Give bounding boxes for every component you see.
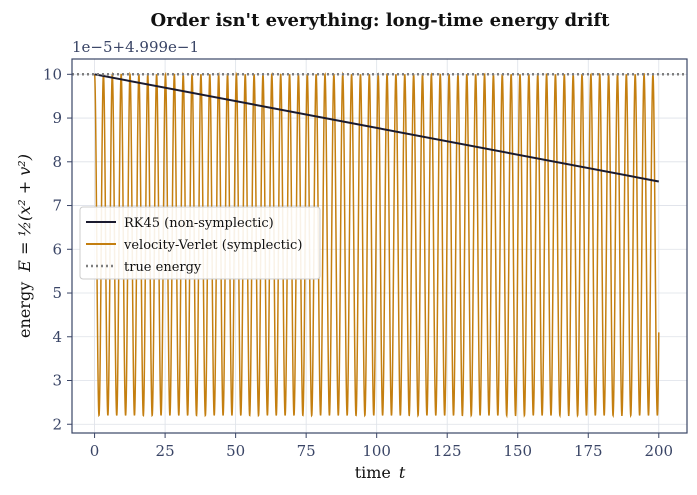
x-tick-label: 75 xyxy=(297,442,316,460)
y-tick-label: 3 xyxy=(52,372,62,390)
y-tick-label: 9 xyxy=(52,109,62,127)
y-tick-label: 6 xyxy=(52,240,62,258)
y-axis-label-formula: E = ½(x² + v²) xyxy=(15,154,34,273)
x-axis-label-var: t xyxy=(399,463,406,482)
x-tick-label: 25 xyxy=(156,442,175,460)
series-line-rk45 xyxy=(94,73,659,183)
x-tick-label: 175 xyxy=(574,442,603,460)
plot-series xyxy=(72,71,687,419)
y-axis-offset-label: 1e−5+4.999e−1 xyxy=(72,38,199,56)
x-tick-label: 200 xyxy=(644,442,673,460)
legend-box xyxy=(79,206,321,280)
legend: RK45 (non-symplectic) velocity-Verlet (s… xyxy=(79,206,321,280)
x-tick-label: 100 xyxy=(362,442,391,460)
plot-frame xyxy=(71,58,688,434)
y-axis-label: energy E = ½(x² + v²) xyxy=(15,154,34,338)
x-axis-label: time t xyxy=(355,463,406,482)
y-tick-label: 5 xyxy=(52,284,62,302)
legend-label-true-energy: true energy xyxy=(124,260,202,275)
y-tick-label: 8 xyxy=(52,153,62,171)
y-tick-label: 2 xyxy=(52,415,62,433)
x-tick-label: 50 xyxy=(226,442,245,460)
x-tick-label: 150 xyxy=(503,442,532,460)
y-axis-label-word: energy xyxy=(15,282,34,338)
legend-label-verlet: velocity-Verlet (symplectic) xyxy=(123,238,302,253)
legend-label-rk45: RK45 (non-symplectic) xyxy=(124,216,274,231)
y-tick-label: 10 xyxy=(43,65,62,83)
x-tick-label: 0 xyxy=(90,442,100,460)
chart-title: Order isn't everything: long-time energy… xyxy=(151,10,611,31)
y-tick-label: 4 xyxy=(52,328,62,346)
x-axis-label-word: time xyxy=(355,463,391,482)
series-line-verlet xyxy=(93,71,660,419)
axis-ticks: 0 25 50 75 100 125 150 175 200 2 3 4 5 6 7 8 9 10 xyxy=(43,65,673,460)
x-tick-label: 125 xyxy=(433,442,462,460)
y-tick-label: 7 xyxy=(52,197,62,215)
